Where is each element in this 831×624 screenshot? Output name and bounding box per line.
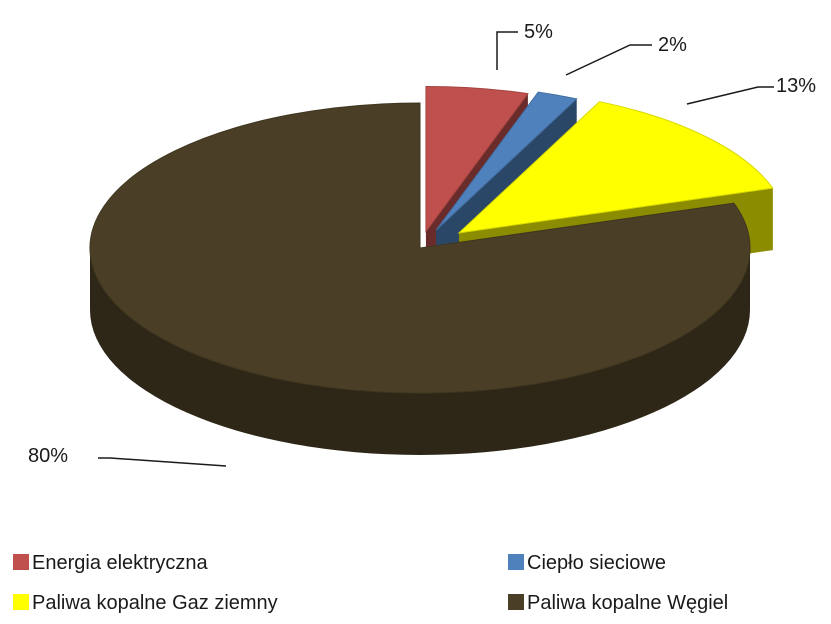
- pie-slice-energia-elektryczna: [425, 86, 529, 234]
- pie-slice-paliwa-kopalne-wegiel: [89, 102, 751, 394]
- data-label-paliwa-kopalne-wegiel: 80%: [28, 445, 68, 467]
- leader-line-paliwa-kopalne-wegiel: [98, 457, 227, 467]
- legend-swatch-energia-elektryczna: [13, 554, 29, 570]
- pie-slice-rim-paliwa-kopalne-wegiel-0: [90, 248, 750, 455]
- legend-item-paliwa-kopalne-wegiel: Paliwa kopalne Węgiel: [508, 592, 728, 614]
- data-labels: 5% 2% 13% 80%: [28, 21, 816, 467]
- chart-legend: Energia elektryczna Ciepło sieciowe Paliwa…: [13, 552, 728, 614]
- pie-slice-paliwa-kopalne-gaz-ziemny: [457, 101, 774, 234]
- legend-item-energia-elektryczna: Energia elektryczna: [13, 552, 209, 574]
- legend-label-cieplo-sieciowe: Ciepło sieciowe: [527, 552, 666, 574]
- data-label-paliwa-kopalne-gaz-ziemny: 13%: [776, 75, 816, 97]
- legend-item-paliwa-kopalne-gaz-ziemny: Paliwa kopalne Gaz ziemny: [13, 592, 278, 614]
- legend-swatch-paliwa-kopalne-gaz-ziemny: [13, 594, 29, 610]
- data-label-energia-elektryczna: 5%: [524, 21, 553, 43]
- legend-swatch-paliwa-kopalne-wegiel: [508, 594, 524, 610]
- pie-slice-cieplo-sieciowe: [435, 91, 578, 231]
- leader-lines: [98, 31, 774, 467]
- legend-label-paliwa-kopalne-wegiel: Paliwa kopalne Węgiel: [527, 592, 728, 614]
- legend-item-cieplo-sieciowe: Ciepło sieciowe: [508, 552, 666, 574]
- legend-swatch-cieplo-sieciowe: [508, 554, 524, 570]
- leader-line-paliwa-kopalne-gaz-ziemny: [686, 86, 774, 105]
- legend-label-energia-elektryczna: Energia elektryczna: [32, 552, 209, 574]
- pie-slice-tops: [89, 86, 774, 394]
- leader-line-energia-elektryczna: [496, 31, 518, 70]
- data-label-cieplo-sieciowe: 2%: [658, 34, 687, 56]
- leader-line-cieplo-sieciowe: [565, 44, 652, 76]
- legend-label-paliwa-kopalne-gaz-ziemny: Paliwa kopalne Gaz ziemny: [32, 592, 278, 614]
